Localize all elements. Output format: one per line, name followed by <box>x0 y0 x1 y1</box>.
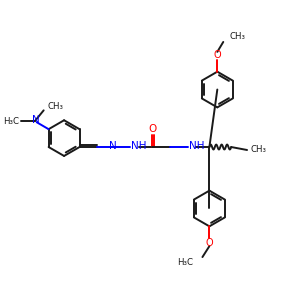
Text: N: N <box>32 115 40 125</box>
Text: H₃C: H₃C <box>178 257 194 266</box>
Text: NH: NH <box>189 141 204 151</box>
Text: H₃C: H₃C <box>3 117 19 126</box>
Text: CH₃: CH₃ <box>250 145 266 154</box>
Text: O: O <box>149 124 157 134</box>
Text: O: O <box>214 50 221 60</box>
Text: CH₃: CH₃ <box>229 32 245 40</box>
Text: CH₃: CH₃ <box>48 102 64 111</box>
Text: N: N <box>110 141 117 151</box>
Text: O: O <box>206 238 213 248</box>
Text: NH: NH <box>131 141 147 151</box>
